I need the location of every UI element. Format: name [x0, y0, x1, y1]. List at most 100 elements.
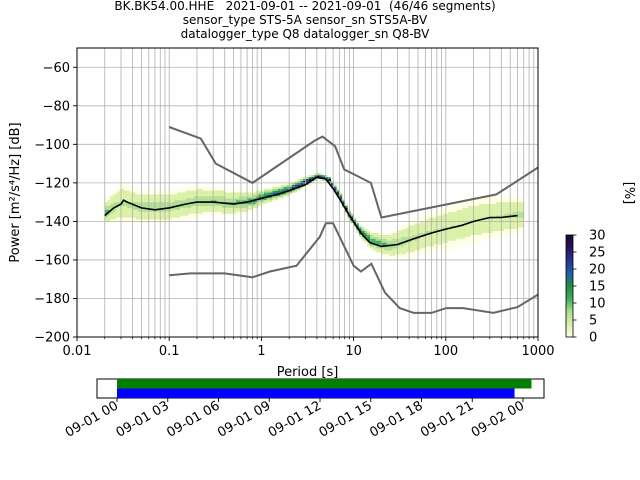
psd-heatmap-cell	[420, 232, 424, 235]
psd-heatmap-cell	[512, 202, 516, 205]
psd-heatmap-cell	[230, 192, 234, 195]
psd-heatmap-cell	[437, 238, 440, 241]
colorbar-gradient-bar	[565, 234, 574, 338]
psd-heatmap-cell	[149, 204, 153, 206]
psd-heatmap-cell	[132, 194, 136, 197]
psd-heatmap-cell	[453, 238, 457, 241]
psd-heatmap-cell	[520, 227, 524, 230]
psd-heatmap-cell	[398, 232, 401, 235]
psd-heatmap-cell	[241, 211, 245, 214]
psd-heatmap-cell	[389, 250, 393, 253]
psd-heatmap-cell	[188, 211, 192, 214]
psd-heatmap-cell	[437, 221, 440, 224]
psd-heatmap-cell	[470, 213, 474, 216]
psd-heatmap-cell	[252, 202, 256, 205]
psd-heatmap-cell	[233, 190, 237, 193]
psd-heatmap-cell	[462, 205, 466, 208]
psd-heatmap-cell	[191, 192, 195, 195]
psd-heatmap-cell	[453, 244, 457, 247]
colorbar-tick-label: 10	[589, 297, 606, 312]
x-tick-label: 1000	[521, 344, 554, 359]
psd-heatmap-cell	[479, 238, 482, 241]
psd-heatmap-cell	[487, 219, 491, 222]
psd-heatmap-cell	[266, 198, 270, 201]
psd-heatmap-cell	[107, 198, 111, 201]
psd-heatmap-cell	[495, 207, 499, 210]
psd-heatmap-cell	[484, 229, 488, 232]
psd-heatmap-cell	[451, 213, 454, 216]
psd-heatmap-cell	[400, 250, 404, 253]
psd-heatmap-cell	[465, 238, 468, 241]
psd-heatmap-cell	[476, 236, 480, 239]
psd-heatmap-cell	[127, 221, 130, 224]
psd-heatmap-cell	[149, 217, 153, 220]
psd-heatmap-cell	[467, 236, 471, 239]
psd-heatmap-cell	[420, 223, 424, 226]
psd-heatmap-cell	[479, 227, 482, 230]
psd-heatmap-cell	[431, 250, 435, 253]
psd-heatmap-cell	[252, 204, 256, 206]
psd-heatmap-cell	[247, 202, 250, 205]
psd-heatmap-cell	[289, 184, 292, 187]
psd-heatmap-cell	[437, 248, 440, 251]
psd-heatmap-cell	[498, 200, 502, 203]
psd-heatmap-cell	[431, 213, 435, 216]
psd-heatmap-cell	[269, 190, 273, 193]
psd-heatmap-cell	[495, 229, 499, 232]
psd-heatmap-cell	[127, 215, 130, 218]
psd-heatmap-cell	[216, 190, 220, 193]
psd-heatmap-cell	[462, 207, 466, 210]
psd-heatmap-cell	[375, 236, 379, 239]
psd-heatmap-cell	[448, 213, 452, 216]
psd-heatmap-cell	[272, 196, 276, 199]
psd-heatmap-cell	[196, 215, 200, 218]
psd-heatmap-cell	[395, 236, 399, 239]
psd-heatmap-cell	[479, 236, 482, 239]
psd-heatmap-cell	[453, 204, 457, 206]
psd-heatmap-cell	[121, 221, 125, 224]
psd-heatmap-cell	[286, 186, 290, 189]
psd-heatmap-cell	[465, 204, 468, 206]
psd-heatmap-cell	[194, 194, 197, 197]
psd-heatmap-cell	[384, 248, 387, 251]
psd-heatmap-cell	[423, 227, 426, 230]
psd-heatmap-cell	[247, 194, 250, 197]
psd-heatmap-cell	[484, 198, 488, 201]
psd-heatmap-cell	[210, 194, 214, 197]
psd-heatmap-cell	[495, 232, 499, 235]
psd-heatmap-cell	[506, 211, 510, 214]
psd-heatmap-cell	[127, 204, 130, 206]
psd-heatmap-cell	[384, 236, 387, 239]
psd-heatmap-cell	[481, 221, 485, 224]
psd-heatmap-cell	[124, 209, 128, 212]
psd-heatmap-cell	[160, 194, 164, 197]
psd-heatmap-cell	[135, 217, 139, 220]
psd-heatmap-cell	[188, 205, 192, 208]
timeline-tick-label: 09-01 21	[418, 398, 476, 440]
psd-heatmap-cell	[456, 211, 460, 214]
psd-heatmap-cell	[389, 234, 393, 237]
psd-heatmap-cell	[129, 194, 133, 197]
psd-heatmap-cell	[127, 209, 130, 212]
psd-heatmap-cell	[453, 229, 457, 232]
psd-heatmap-cell	[152, 202, 156, 205]
psd-heatmap-cell	[378, 246, 382, 249]
psd-heatmap-cell	[305, 184, 309, 187]
psd-heatmap-cell	[479, 234, 482, 237]
psd-heatmap-cell	[141, 196, 144, 199]
psd-heatmap-cell	[208, 213, 211, 216]
psd-heatmap-cell	[258, 204, 262, 206]
psd-heatmap-cell	[233, 194, 237, 197]
psd-heatmap-cell	[216, 204, 220, 206]
psd-heatmap-cell	[216, 194, 220, 197]
psd-heatmap-cell	[180, 202, 183, 205]
psd-heatmap-cell	[509, 202, 513, 205]
psd-heatmap-cell	[127, 217, 130, 220]
psd-heatmap-cell	[518, 229, 521, 232]
psd-heatmap-cell	[127, 207, 130, 210]
psd-heatmap-cell	[451, 205, 454, 208]
psd-heatmap-cell	[518, 219, 521, 222]
psd-heatmap-cell	[442, 223, 446, 226]
psd-heatmap-cell	[166, 205, 169, 208]
psd-heatmap-cell	[115, 217, 119, 220]
